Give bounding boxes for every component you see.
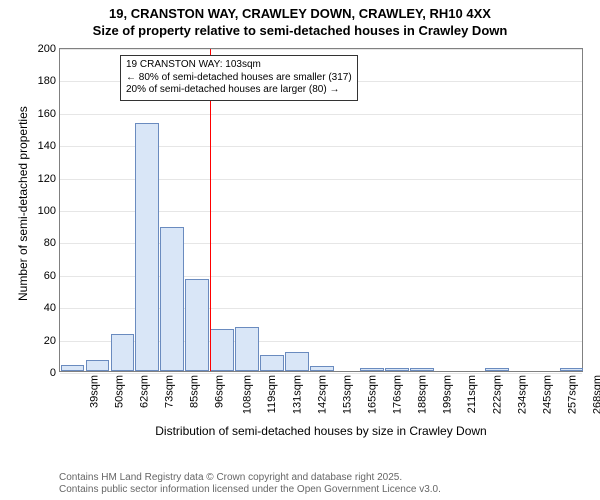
x-tick-label: 39sqm	[89, 375, 101, 408]
y-tick-label: 100	[38, 205, 56, 217]
gridline	[60, 373, 582, 374]
histogram-bar	[360, 368, 384, 371]
histogram-bar	[485, 368, 509, 371]
histogram-bar	[160, 227, 184, 371]
y-tick-label: 40	[44, 302, 56, 314]
x-tick-label: 62sqm	[139, 375, 151, 408]
histogram-bar	[560, 368, 584, 371]
x-tick-label: 96sqm	[214, 375, 226, 408]
footer-line-1: Contains HM Land Registry data © Crown c…	[59, 472, 441, 484]
gridline	[60, 49, 582, 50]
y-tick-label: 20	[44, 335, 56, 347]
x-tick-label: 188sqm	[416, 375, 428, 414]
histogram-bar	[111, 334, 135, 371]
plot-area: 02040608010012014016018020039sqm50sqm62s…	[59, 48, 583, 372]
y-tick-label: 180	[38, 75, 56, 87]
histogram-bar	[285, 352, 309, 371]
footer-line-2: Contains public sector information licen…	[59, 484, 441, 496]
annotation-line-2: ← 80% of semi-detached houses are smalle…	[126, 72, 352, 85]
chart-title: 19, CRANSTON WAY, CRAWLEY DOWN, CRAWLEY,…	[0, 0, 600, 40]
histogram-bar	[185, 279, 209, 371]
gridline	[60, 114, 582, 115]
annotation-box: 19 CRANSTON WAY: 103sqm ← 80% of semi-de…	[120, 55, 358, 101]
x-tick-label: 245sqm	[541, 375, 553, 414]
annotation-line-3: 20% of semi-detached houses are larger (…	[126, 84, 352, 97]
x-tick-label: 234sqm	[516, 375, 528, 414]
x-tick-label: 268sqm	[591, 375, 600, 414]
histogram-bar	[135, 123, 159, 371]
x-tick-label: 85sqm	[189, 375, 201, 408]
x-tick-label: 176sqm	[391, 375, 403, 414]
y-tick-label: 140	[38, 140, 56, 152]
title-line-2: Size of property relative to semi-detach…	[0, 23, 600, 40]
x-tick-label: 119sqm	[266, 375, 278, 413]
chart-container: Number of semi-detached properties 02040…	[0, 44, 600, 464]
histogram-bar	[410, 368, 434, 371]
annotation-line-1: 19 CRANSTON WAY: 103sqm	[126, 59, 352, 72]
x-axis-label: Distribution of semi-detached houses by …	[59, 424, 583, 438]
x-tick-label: 108sqm	[242, 375, 254, 414]
x-tick-label: 142sqm	[317, 375, 329, 414]
footer-attribution: Contains HM Land Registry data © Crown c…	[59, 472, 441, 496]
histogram-bar	[210, 329, 234, 371]
x-tick-label: 165sqm	[367, 375, 379, 414]
x-tick-label: 153sqm	[342, 375, 354, 414]
y-tick-label: 160	[38, 108, 56, 120]
histogram-bar	[61, 365, 85, 371]
x-tick-label: 199sqm	[441, 375, 453, 414]
y-axis-label: Number of semi-detached properties	[16, 106, 30, 301]
y-tick-label: 120	[38, 173, 56, 185]
histogram-bar	[86, 360, 110, 371]
histogram-bar	[310, 366, 334, 371]
histogram-bar	[385, 368, 409, 371]
x-tick-label: 73sqm	[164, 375, 176, 408]
x-tick-label: 211sqm	[466, 375, 478, 413]
x-tick-label: 131sqm	[292, 375, 304, 414]
histogram-bar	[235, 327, 259, 371]
y-tick-label: 0	[50, 367, 56, 379]
title-line-1: 19, CRANSTON WAY, CRAWLEY DOWN, CRAWLEY,…	[0, 6, 600, 23]
y-tick-label: 200	[38, 43, 56, 55]
y-tick-label: 80	[44, 237, 56, 249]
x-tick-label: 257sqm	[566, 375, 578, 414]
x-tick-label: 50sqm	[114, 375, 126, 408]
y-tick-label: 60	[44, 270, 56, 282]
histogram-bar	[260, 355, 284, 371]
x-tick-label: 222sqm	[491, 375, 503, 414]
